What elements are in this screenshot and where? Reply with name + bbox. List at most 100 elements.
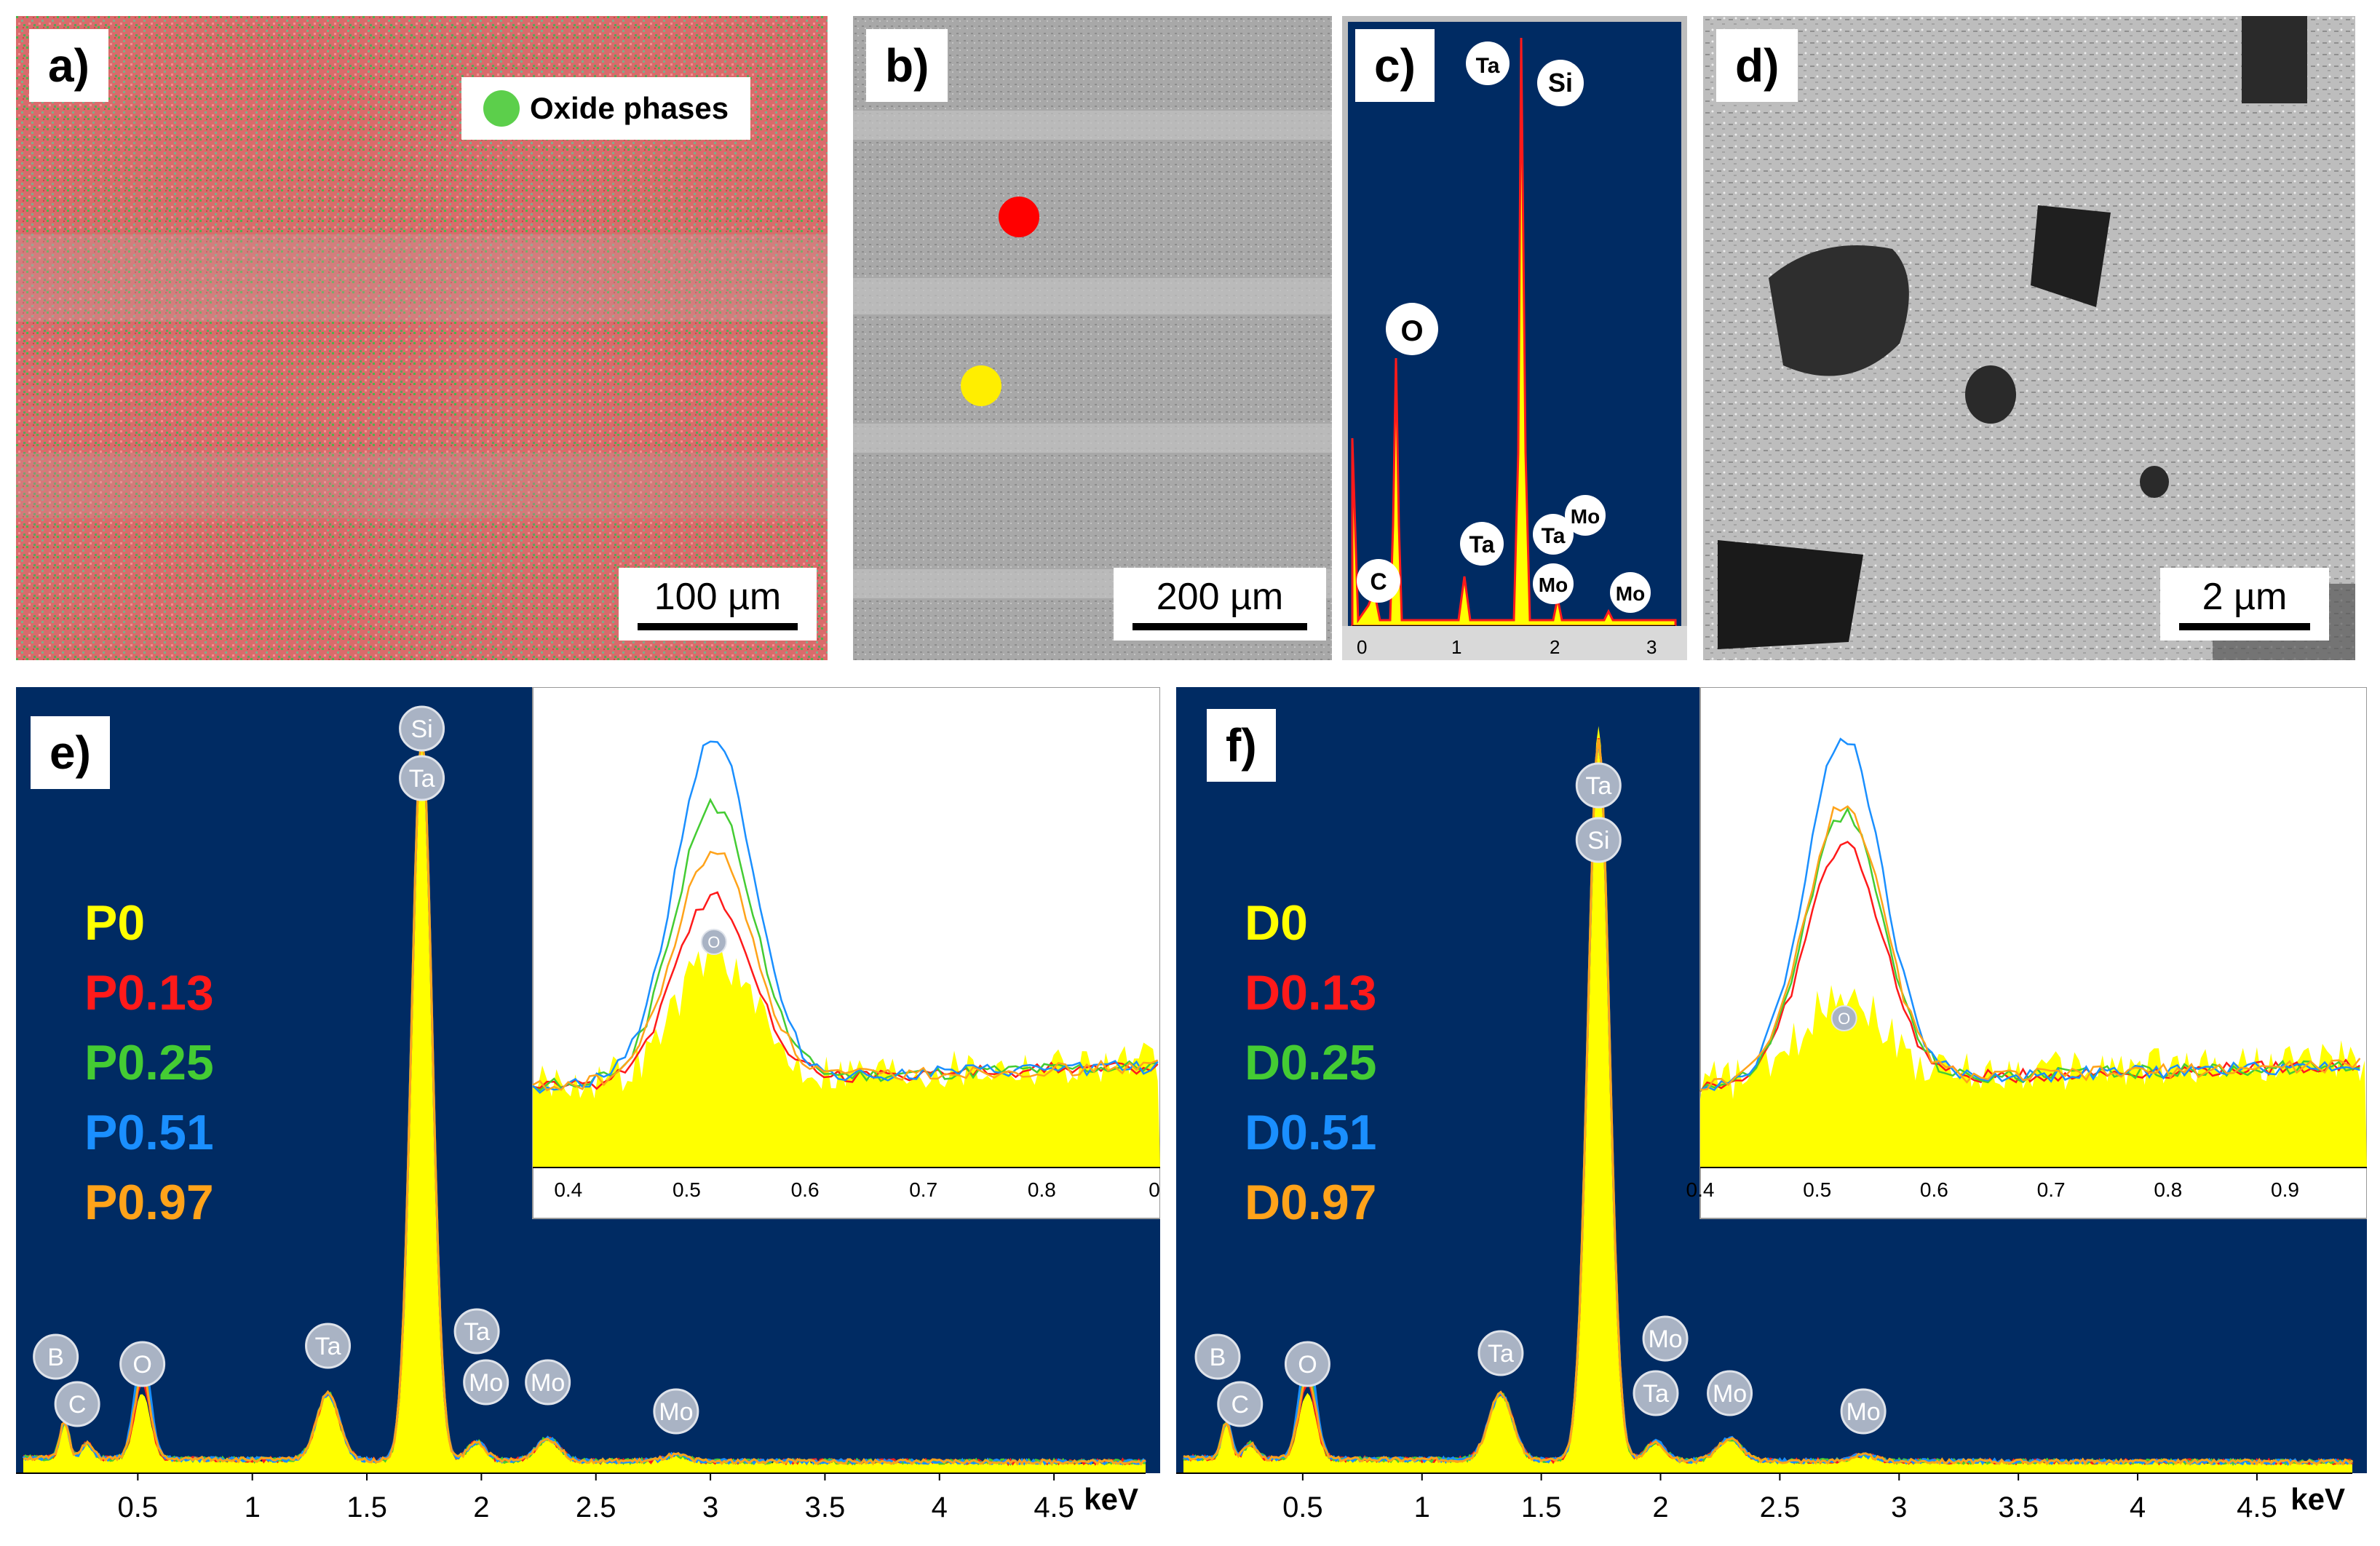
peak-label-bubble (1840, 1388, 1887, 1435)
legend-e-p013: P0.13 (84, 965, 214, 1020)
peak-label: Mo (531, 1369, 565, 1397)
legend-e-p051: P0.51 (84, 1105, 214, 1160)
inset-peak-label: O (1838, 1010, 1850, 1028)
peak-label-bubble (1575, 817, 1622, 863)
x-tick-label: 4 (932, 1491, 948, 1523)
series-line-P0.97 (23, 741, 1146, 1466)
peak-label: O (132, 1351, 151, 1379)
peak-label: Mo (1648, 1325, 1682, 1353)
inset-peak-bubble (700, 929, 727, 955)
panel-label-e: e) (31, 716, 110, 789)
x-tick-label: 4 (2130, 1491, 2146, 1523)
peak-label-c: Mo (1616, 582, 1645, 605)
peak-label-bubble (653, 1388, 699, 1435)
scale-bar-line (1133, 623, 1307, 630)
panel-label-a: a) (29, 29, 108, 102)
peak-label: C (68, 1391, 87, 1419)
inset-peak-label: O (707, 933, 720, 951)
peak-label: Ta (1643, 1380, 1669, 1408)
peak-label-c: Ta (1476, 54, 1500, 78)
x-tick-label: 2.5 (576, 1491, 616, 1523)
peak-label-c: Si (1548, 68, 1573, 98)
legend-f-d097: D0.97 (1245, 1175, 1377, 1230)
peak-label-c: Mo (1571, 505, 1600, 528)
chart-f: 0.5 1 1.5 2 2.5 3 3.5 4 4.5 keV BC O Ta Ta Si Mo Ta Mo Mo 0… (1176, 687, 2367, 1531)
inset-tick-label: 0 (1149, 1178, 1160, 1201)
inset-tick-label: 0.5 (673, 1178, 701, 1201)
legend-e: P0 P0.13 P0.25 P0.51 P0.97 (84, 888, 214, 1237)
scale-bar-line (2179, 623, 2310, 630)
x-tick-label: 0.5 (1282, 1491, 1323, 1523)
panel-b-sem-image: b) 200 µm (853, 16, 1332, 660)
scale-bar-line (638, 623, 798, 630)
peak-label-bubble (305, 1323, 352, 1369)
inset-tick-label: 0.8 (1028, 1178, 1056, 1201)
peak-label-bubble (1194, 1333, 1241, 1380)
chart-e: 0.5 1 1.5 2 2.5 3 3.5 4 4.5 keV BC O Ta Si Ta Ta Mo Mo Mo 0… (16, 687, 1160, 1531)
peak-label-bubble (453, 1308, 500, 1355)
peak-label: Mo (469, 1369, 503, 1397)
peak-label-c: Ta (1542, 524, 1566, 548)
x-tick-label: 2 (1652, 1491, 1668, 1523)
legend-f-d013: D0.13 (1245, 965, 1377, 1020)
peak-label-bubble (1575, 762, 1622, 809)
panel-label-d: d) (1716, 29, 1798, 102)
x-tick-label: 1.5 (1521, 1491, 1562, 1523)
inset-fill (533, 948, 1160, 1168)
scale-bar-b: 200 µm (1114, 568, 1326, 641)
sem-image-b (853, 16, 1332, 660)
legend-f-d025: D0.25 (1245, 1035, 1377, 1090)
x-tick-label: 2 (473, 1491, 489, 1523)
inset-tick-label: 0.8 (2154, 1178, 2182, 1201)
peak-label: Mo (1713, 1380, 1747, 1408)
oxide-phases-legend: Oxide phases (461, 77, 751, 140)
legend-e-p097: P0.97 (84, 1175, 214, 1230)
inset-tick-label: 0.7 (2037, 1178, 2066, 1201)
panel-c-eds-spectrum: Ta Si O C Ta Ta Mo Mo Mo 0 1 2 3 c) (1342, 16, 1687, 660)
x-tick-label: 1 (245, 1491, 261, 1523)
inset-tick-label: 0.7 (909, 1178, 937, 1201)
x-tick-label: 3.5 (805, 1491, 846, 1523)
peak-label-bubble (399, 755, 445, 801)
scale-label-b: 200 µm (1156, 576, 1284, 618)
panel-d-sem-image: d) 2 µm (1703, 16, 2355, 660)
peak-label-bubble (399, 705, 445, 752)
red-marker (999, 197, 1039, 237)
x-tick-label: 2.5 (1760, 1491, 1801, 1523)
legend-e-p0: P0 (84, 895, 146, 951)
legend-text: Oxide phases (530, 91, 729, 125)
peak-label: Si (1587, 827, 1609, 855)
sem-image-d (1703, 16, 2355, 660)
peak-label-bubble (1642, 1315, 1689, 1362)
peak-label: Ta (409, 765, 435, 793)
spectrum-c-area (1351, 37, 1677, 627)
inset-line-D0.97 (1699, 805, 2361, 1091)
c-tick: 2 (1550, 636, 1560, 658)
inset-chart: 0.4 0.5 0.6 0.7 0.8 0 O (532, 687, 1160, 1219)
inset-peak-bubble (1830, 1005, 1857, 1031)
x-axis-label: keV (1084, 1482, 1138, 1516)
peak-label-bubble (463, 1359, 509, 1406)
inset-chart: 0.4 0.5 0.6 0.7 0.8 0.9 O (1686, 687, 2367, 1219)
c-tick: 0 (1357, 636, 1367, 658)
x-tick-label: 4.5 (2237, 1491, 2277, 1523)
eds-spectrum-c: Ta Si O C Ta Ta Mo Mo Mo 0 1 2 3 (1342, 22, 1687, 660)
panel-label-b: b) (866, 29, 948, 102)
c-tick: 3 (1646, 636, 1657, 658)
x-tick-label: 1 (1414, 1491, 1430, 1523)
peak-label-c: C (1370, 568, 1387, 595)
series-line-D0.97 (1183, 739, 2354, 1466)
x-tick-label: 1.5 (346, 1491, 387, 1523)
x-tick-label: 3.5 (1998, 1491, 2039, 1523)
peak-label: Ta (1488, 1340, 1514, 1368)
peak-label: Ta (1585, 772, 1611, 800)
inset-line-D0.51 (1699, 737, 2360, 1092)
panel-label-f: f) (1207, 709, 1276, 782)
inset-fill (1700, 985, 2367, 1168)
x-tick-label: 0.5 (118, 1491, 159, 1523)
axis-area (1176, 1473, 2367, 1531)
x-axis-label: keV (2290, 1482, 2345, 1516)
panel-f-spectra: 0.5 1 1.5 2 2.5 3 3.5 4 4.5 keV B C O Ta Ta Si Mo Ta Mo Mo 0… (1176, 687, 2367, 1531)
peak-label-bubble (54, 1381, 100, 1427)
scale-label-d: 2 µm (2202, 576, 2288, 618)
